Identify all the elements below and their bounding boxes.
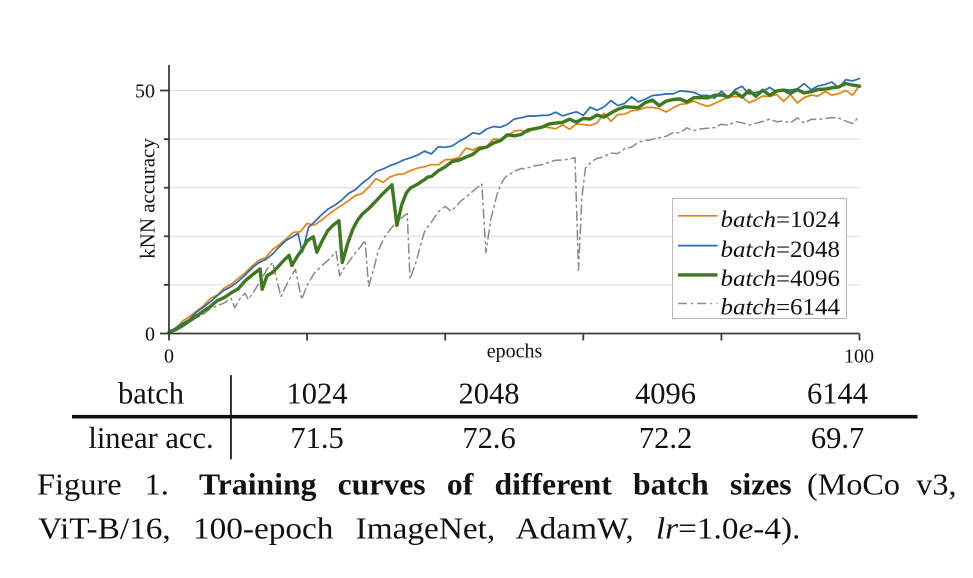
svg-text:4096: 4096 bbox=[635, 377, 696, 411]
svg-text:2048: 2048 bbox=[459, 377, 520, 411]
svg-text:72.2: 72.2 bbox=[639, 421, 692, 455]
svg-text:69.7: 69.7 bbox=[811, 421, 864, 455]
svg-text:ViT-B/16, 100-epoch ImageNet,: ViT-B/16, 100-epoch ImageNet, AdamW, lr=… bbox=[38, 511, 800, 546]
svg-text:batch=1024: batch =1024 bbox=[721, 207, 841, 232]
svg-text:batch=2048: batch =2048 bbox=[721, 237, 841, 262]
svg-text:kNN accuracy: kNN accuracy bbox=[136, 138, 160, 259]
svg-text:72.6: 72.6 bbox=[462, 421, 515, 455]
svg-text:batch=6144: batch =6144 bbox=[721, 295, 841, 320]
svg-text:50: 50 bbox=[135, 81, 155, 103]
svg-text:0: 0 bbox=[145, 324, 155, 346]
svg-text:Training curves of different b: Training curves of different batch sizes bbox=[199, 467, 792, 502]
svg-text:Figure 1.: Figure 1. bbox=[37, 467, 169, 502]
svg-text:batch=4096: batch =4096 bbox=[721, 266, 841, 291]
svg-text:epochs: epochs bbox=[487, 341, 543, 363]
svg-text:100: 100 bbox=[844, 346, 874, 368]
svg-text:71.5: 71.5 bbox=[290, 421, 343, 455]
svg-text:(MoCo v3,: (MoCo v3, bbox=[807, 467, 957, 502]
svg-text:linear acc.: linear acc. bbox=[88, 421, 213, 455]
svg-text:batch: batch bbox=[118, 377, 184, 411]
svg-text:6144: 6144 bbox=[807, 377, 868, 411]
svg-text:1024: 1024 bbox=[287, 377, 348, 411]
svg-text:0: 0 bbox=[164, 346, 174, 368]
